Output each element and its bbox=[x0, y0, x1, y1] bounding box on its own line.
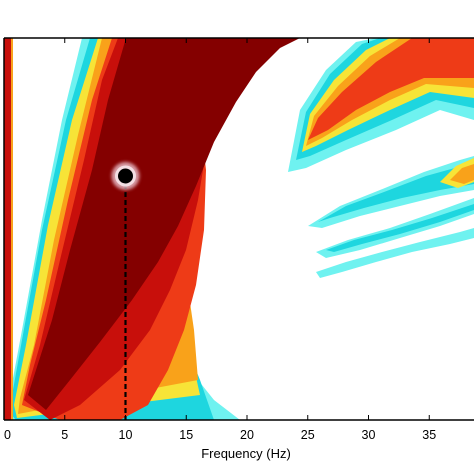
x-tick-label-25: 25 bbox=[301, 428, 315, 442]
x-tick-label-15: 15 bbox=[179, 428, 193, 442]
left-edge-strip bbox=[4, 38, 11, 420]
frequency-marker bbox=[111, 162, 140, 420]
band-tertiary-level-2 bbox=[318, 163, 474, 222]
band-tertiary bbox=[308, 156, 474, 228]
band-quinary-level-1 bbox=[316, 228, 474, 278]
band-quaternary-level-2 bbox=[326, 204, 474, 252]
x-axis-label: Frequency (Hz) bbox=[201, 446, 291, 461]
left-edge-strip-fringe bbox=[11, 38, 13, 420]
band-tertiary-level-4 bbox=[450, 164, 474, 184]
band-primary bbox=[4, 38, 300, 420]
band-secondary-level-5 bbox=[308, 38, 474, 140]
band-secondary bbox=[288, 38, 474, 172]
x-axis: 0 5 10 15 20 25 30 35 bbox=[3, 37, 474, 442]
x-tick-label-20: 20 bbox=[240, 428, 254, 442]
x-tick-label-35: 35 bbox=[422, 428, 436, 442]
marker-dot bbox=[118, 168, 133, 184]
band-primary-level-7 bbox=[28, 38, 300, 410]
x-tick-label-30: 30 bbox=[362, 428, 376, 442]
x-tick-label-5: 5 bbox=[61, 428, 68, 442]
band-quaternary bbox=[316, 198, 474, 258]
x-tick-label-10: 10 bbox=[119, 428, 133, 442]
heatmap-bands bbox=[4, 38, 474, 420]
x-tick-label-0: 0 bbox=[4, 428, 11, 442]
band-quinary bbox=[316, 228, 474, 278]
